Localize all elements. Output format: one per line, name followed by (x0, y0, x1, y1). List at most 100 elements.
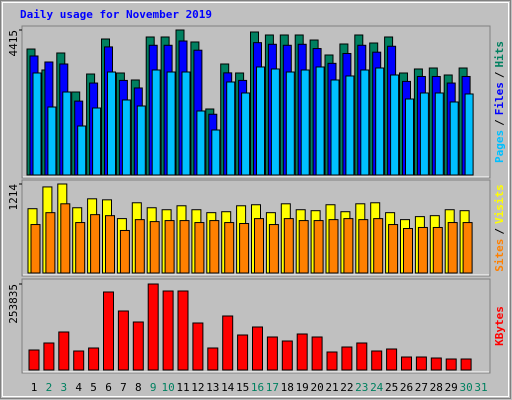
bar (375, 67, 385, 176)
bar (328, 219, 339, 274)
x-tick-label: 11 (176, 381, 189, 394)
bar (315, 66, 325, 176)
bar (194, 222, 205, 274)
bar (390, 74, 400, 176)
bar (296, 333, 308, 371)
bar (462, 222, 473, 274)
bar (45, 212, 56, 274)
bar (447, 222, 458, 274)
bar (419, 92, 429, 176)
x-tick-label: 25 (385, 381, 398, 394)
bar (330, 79, 340, 176)
x-tick-label: 2 (46, 381, 53, 394)
bar (386, 348, 398, 371)
x-tick-label: 20 (310, 381, 323, 394)
bar (434, 92, 444, 176)
legend-entry: Visits (493, 184, 506, 224)
bar (192, 322, 204, 371)
bar (298, 220, 309, 274)
legend-entry: Hits (493, 41, 506, 68)
frame-inner (2, 2, 509, 397)
bar (358, 219, 369, 274)
bar (207, 347, 219, 371)
x-tick-label: 3 (60, 381, 67, 394)
bar (417, 226, 428, 274)
bar (432, 226, 443, 274)
x-tick-label: 14 (221, 381, 235, 394)
y-tick-label: 1214 (7, 184, 20, 211)
bar (252, 326, 263, 371)
bar (222, 315, 234, 371)
bar (105, 215, 115, 274)
x-tick-label: 16 (251, 381, 264, 394)
bar (151, 69, 161, 176)
legend-entry: Files (493, 82, 506, 115)
bar (209, 220, 220, 274)
x-tick-label: 22 (340, 381, 353, 394)
bar (60, 203, 71, 274)
bar (119, 229, 130, 274)
legend: KBytes (493, 306, 506, 346)
bar (266, 336, 278, 371)
legend: Pages / Files / Hits (493, 41, 506, 163)
bar (300, 69, 310, 176)
bar (281, 340, 293, 371)
bar (311, 336, 323, 371)
chart-title: Daily usage for November 2019 (20, 8, 212, 21)
bar (283, 218, 294, 274)
x-tick-label: 9 (150, 381, 157, 394)
x-tick-label: 23 (355, 381, 368, 394)
bar (73, 350, 85, 371)
bar (107, 71, 116, 176)
bar (445, 358, 457, 371)
x-tick-label: 10 (161, 381, 174, 394)
legend-entry: Sites (493, 239, 506, 272)
x-tick-label: 30 (459, 381, 472, 394)
bar (30, 224, 41, 274)
x-tick-label: 31 (474, 381, 487, 394)
x-tick-label: 19 (296, 381, 309, 394)
bar (237, 334, 249, 371)
bar (162, 290, 174, 371)
x-tick-label: 28 (430, 381, 443, 394)
bar (77, 125, 87, 176)
bar (285, 71, 295, 176)
bar (88, 347, 100, 371)
bar (166, 71, 176, 176)
bar (117, 310, 129, 371)
bar (254, 218, 264, 274)
bar (90, 214, 101, 274)
bar (47, 106, 57, 176)
bar (132, 321, 144, 371)
legend-entry: KBytes (493, 306, 506, 346)
bar (373, 218, 384, 274)
y-tick-label: 253835 (7, 284, 20, 324)
bar (136, 105, 146, 176)
x-tick-label: 7 (120, 381, 127, 394)
bar (256, 66, 265, 176)
bar (430, 357, 442, 371)
bar (239, 223, 250, 274)
bar (341, 346, 353, 371)
x-tick-label: 8 (135, 381, 142, 394)
bar (388, 224, 399, 274)
bar (405, 98, 414, 176)
bar (164, 220, 175, 274)
bar (270, 68, 280, 176)
x-tick-label: 5 (90, 381, 97, 394)
legend-separator: / (493, 71, 506, 78)
bar (460, 358, 472, 371)
bar (345, 75, 355, 176)
bar (415, 356, 427, 371)
bar (360, 69, 370, 176)
bar (356, 342, 368, 371)
x-tick-label: 1 (31, 381, 38, 394)
x-tick-label: 4 (75, 381, 82, 394)
y-tick-label: 4415 (7, 30, 20, 57)
x-tick-label: 21 (325, 381, 338, 394)
bar (226, 81, 236, 176)
bar (326, 351, 338, 371)
x-tick-label: 27 (415, 381, 428, 394)
bar (268, 224, 279, 274)
